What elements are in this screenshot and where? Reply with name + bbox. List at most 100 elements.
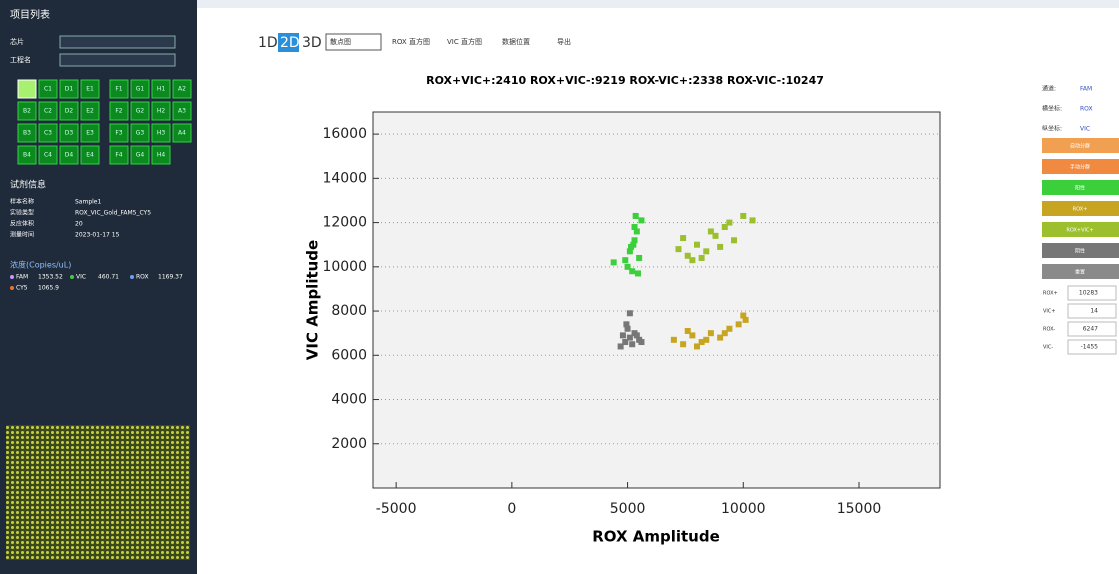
- conc-value: 460.71: [98, 274, 119, 281]
- well-label: B2: [23, 108, 31, 115]
- well-label: F3: [115, 130, 122, 137]
- well-label: C3: [44, 130, 52, 137]
- dim-button[interactable]: 3D: [302, 35, 322, 51]
- point: [628, 244, 634, 250]
- panel-button-label[interactable]: ROX+: [1073, 207, 1088, 213]
- well-label: H2: [157, 108, 166, 115]
- select-value[interactable]: ROX: [1080, 106, 1093, 113]
- conc-value: 1169.37: [158, 274, 183, 281]
- well-label: D4: [65, 152, 74, 159]
- point: [671, 337, 677, 343]
- point: [629, 341, 635, 347]
- dim-button[interactable]: 1D: [258, 35, 278, 51]
- well-label: B3: [23, 130, 31, 137]
- point: [611, 259, 617, 265]
- conc-label: ROX: [136, 274, 149, 281]
- input-label: VIC+: [1043, 309, 1056, 315]
- point: [675, 246, 681, 252]
- field-input[interactable]: [60, 54, 175, 66]
- point: [633, 213, 639, 219]
- y-tick-label: 6000: [331, 347, 367, 363]
- panel-button-label[interactable]: 阴性: [1075, 248, 1085, 255]
- well-selected[interactable]: [18, 80, 36, 98]
- panel-button-label[interactable]: 手动分群: [1070, 164, 1090, 171]
- point: [680, 341, 686, 347]
- conc-label: VIC: [76, 274, 86, 281]
- info-value: 20: [75, 221, 83, 228]
- point: [699, 255, 705, 261]
- well-label: C4: [44, 152, 52, 159]
- panel-button-label[interactable]: 阳性: [1075, 185, 1085, 192]
- panel-button-label[interactable]: 重置: [1075, 269, 1085, 276]
- y-tick-label: 2000: [331, 436, 367, 452]
- panel-button-label[interactable]: 自动分群: [1070, 143, 1090, 150]
- top-strip: [197, 0, 1119, 8]
- heatmap-dots: [6, 425, 190, 560]
- point: [627, 310, 633, 316]
- point: [740, 312, 746, 318]
- input-value: 14: [1090, 308, 1098, 315]
- dim-button[interactable]: 2D: [280, 35, 300, 51]
- toolbar-button[interactable]: VIC 直方图: [447, 37, 482, 46]
- y-tick-label: 10000: [322, 259, 367, 275]
- point: [622, 257, 628, 263]
- well-label: B4: [23, 152, 31, 159]
- plot-area: [373, 112, 940, 488]
- toolbar-button[interactable]: 数据位置: [502, 37, 530, 46]
- point: [703, 248, 709, 254]
- x-axis-label: ROX Amplitude: [592, 528, 720, 546]
- input-label: ROX-: [1043, 327, 1055, 333]
- x-tick-label: 0: [507, 501, 516, 517]
- well-label: F1: [115, 86, 122, 93]
- well-label: E3: [86, 130, 94, 137]
- point: [736, 321, 742, 327]
- point: [636, 255, 642, 261]
- toolbar-button[interactable]: 散点图: [330, 37, 351, 46]
- well-label: G1: [136, 86, 145, 93]
- info-value: ROX_VIC_Gold_FAM5_CY5: [75, 210, 151, 217]
- point: [634, 332, 640, 338]
- sidebar-title: 项目列表: [10, 8, 50, 21]
- conc-dot: [10, 286, 14, 290]
- page: {"sidebar": {"title": "项目列表", "fields": …: [0, 0, 1119, 574]
- well-label: D1: [65, 86, 74, 93]
- field-label: 工程名: [10, 55, 31, 64]
- info-label: 样本名称: [10, 198, 34, 206]
- well-label: E4: [86, 152, 94, 159]
- info-value: Sample1: [75, 199, 101, 206]
- point: [620, 332, 626, 338]
- panel-button-label[interactable]: ROX+VIC+: [1066, 228, 1093, 234]
- select-value[interactable]: VIC: [1080, 126, 1090, 133]
- conc-dot: [10, 275, 14, 279]
- x-tick-label: 10000: [721, 501, 766, 517]
- y-tick-label: 4000: [331, 392, 367, 408]
- field-input[interactable]: [60, 36, 175, 48]
- well-label: H1: [157, 86, 166, 93]
- point: [750, 217, 756, 223]
- info-label: 实验类型: [10, 209, 34, 217]
- x-tick-label: 15000: [837, 501, 882, 517]
- conc-dot: [130, 275, 134, 279]
- x-tick-label: -5000: [376, 501, 417, 517]
- well-label: F4: [115, 152, 122, 159]
- input-value: 6247: [1083, 326, 1098, 333]
- well-label: G2: [136, 108, 145, 115]
- toolbar-button[interactable]: ROX 直方图: [392, 37, 430, 46]
- y-tick-label: 8000: [331, 303, 367, 319]
- info-title: 试剂信息: [10, 179, 46, 191]
- input-label: VIC-: [1043, 345, 1053, 351]
- point: [708, 330, 714, 336]
- point: [717, 244, 723, 250]
- conc-label: CY5: [16, 285, 28, 292]
- toolbar-button[interactable]: 导出: [557, 37, 571, 46]
- select-label: 横坐标:: [1042, 105, 1062, 113]
- select-value[interactable]: FAM: [1080, 86, 1092, 93]
- field-label: 芯片: [10, 37, 24, 46]
- well-label: D3: [65, 130, 74, 137]
- x-tick-label: 5000: [610, 501, 646, 517]
- y-tick-label: 16000: [322, 126, 367, 142]
- y-tick-label: 12000: [322, 215, 367, 231]
- point: [722, 330, 728, 336]
- point: [731, 237, 737, 243]
- well-label: A3: [178, 108, 186, 115]
